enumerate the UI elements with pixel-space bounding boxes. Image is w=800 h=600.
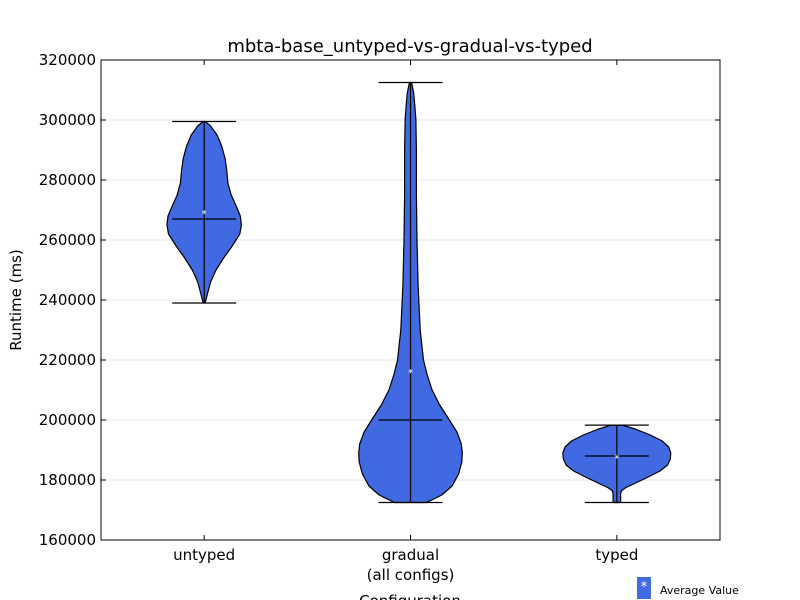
y-axis-label: Runtime (ms) bbox=[7, 249, 25, 351]
legend: * Average Value bbox=[637, 577, 739, 599]
x-tick-label: gradual bbox=[382, 546, 439, 564]
y-tick-label: 260000 bbox=[39, 231, 96, 249]
y-tick-label: 240000 bbox=[39, 291, 96, 309]
x-tick-label: typed bbox=[595, 546, 638, 564]
y-tick-label: 180000 bbox=[39, 471, 96, 489]
violins: * * * bbox=[166, 81, 672, 504]
x-tick-sublabel: (all configs) bbox=[367, 566, 455, 584]
y-tick-label: 300000 bbox=[39, 111, 96, 129]
chart-title: mbta-base_untyped-vs-gradual-vs-typed bbox=[227, 36, 592, 57]
y-axis-ticks: 160000 180000 200000 220000 240000 260000 2800… bbox=[39, 51, 720, 549]
y-tick-label: 320000 bbox=[39, 51, 96, 69]
mean-marker: * bbox=[408, 368, 413, 379]
mean-marker: * bbox=[614, 454, 619, 465]
y-tick-label: 280000 bbox=[39, 171, 96, 189]
legend-label: Average Value bbox=[660, 584, 739, 597]
x-axis-label: Configuration bbox=[359, 592, 461, 600]
mean-marker: * bbox=[202, 209, 207, 220]
y-tick-label: 160000 bbox=[39, 531, 96, 549]
x-axis-ticks: untyped gradual (all configs) typed bbox=[173, 60, 638, 584]
y-tick-label: 220000 bbox=[39, 351, 96, 369]
y-tick-label: 200000 bbox=[39, 411, 96, 429]
x-tick-label: untyped bbox=[173, 546, 235, 564]
legend-swatch bbox=[637, 577, 651, 599]
legend-marker: * bbox=[641, 580, 648, 595]
